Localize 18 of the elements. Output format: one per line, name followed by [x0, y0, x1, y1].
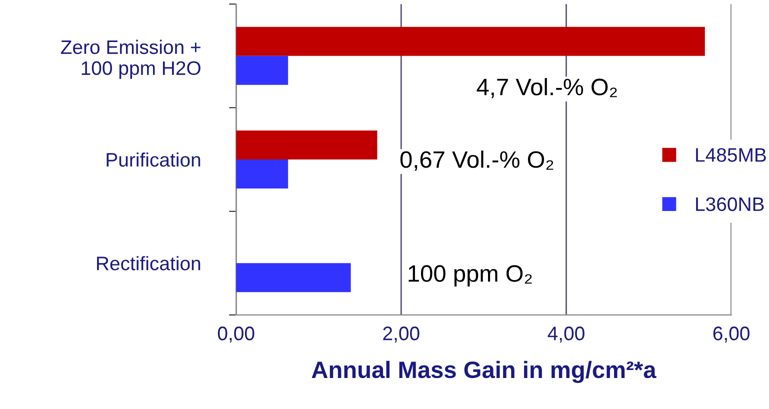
annotation: 100 ppm O₂ [408, 265, 532, 287]
y-tick-label: Zero Emission + 100 ppm H2O [60, 40, 200, 79]
bar [236, 130, 378, 160]
bar [236, 160, 288, 189]
x-tick-label: 0,00 [218, 326, 254, 343]
legend-label: L360NB [696, 197, 764, 212]
x-tick-label: 4,00 [548, 326, 584, 343]
bar [236, 263, 351, 292]
x-tick-label: 2,00 [383, 326, 420, 343]
y-tick-label: Purification [106, 152, 200, 167]
x-axis-title: Annual Mass Gain in mg/cm²*a [312, 360, 656, 383]
legend-label: L485MB [696, 148, 766, 162]
y-tick-label: Rectification [97, 256, 200, 270]
bar [236, 56, 288, 85]
x-tick-label: 6,00 [713, 326, 750, 343]
annotation: 4,7 Vol.-% O₂ [476, 78, 617, 98]
bar [236, 26, 705, 56]
annotation: 0,67 Vol.-% O₂ [400, 150, 554, 171]
